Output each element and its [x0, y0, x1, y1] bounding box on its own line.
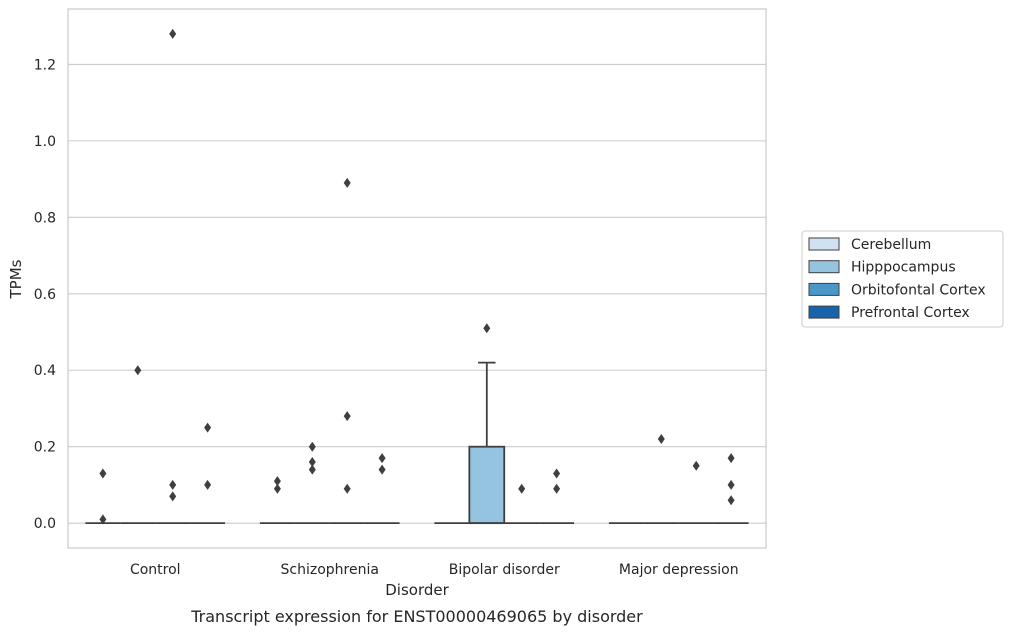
legend-label: Orbitofontal Cortex — [851, 282, 986, 298]
box-group — [713, 453, 749, 525]
y-tick-label: 0.6 — [34, 287, 56, 303]
x-tick-label: Major depression — [619, 562, 739, 578]
box-group — [364, 453, 400, 525]
legend-swatch — [808, 237, 840, 251]
legend-frame — [801, 230, 1004, 328]
outlier-point — [553, 483, 561, 494]
outlier-point — [657, 434, 665, 445]
legend-item: Cerebellum — [808, 237, 931, 253]
legend-swatch — [808, 282, 840, 296]
box-group — [120, 365, 156, 525]
box-group — [85, 468, 121, 525]
plot-area-frame — [67, 8, 767, 549]
outlier-point — [518, 483, 526, 494]
outlier-point — [204, 479, 212, 490]
outlier-point — [692, 460, 700, 471]
outlier-point — [99, 514, 107, 525]
x-tick-label: Bipolar disorder — [449, 562, 560, 578]
outlier-point — [273, 483, 281, 494]
outlier-point — [134, 365, 142, 376]
box-group — [190, 422, 226, 525]
legend-label: Hipppocampus — [851, 260, 956, 276]
x-axis-ticks: Control Schizophrenia Bipolar disorder Majo… — [130, 562, 739, 578]
outlier-point — [727, 453, 735, 464]
legend-item: Prefrontal Cortex — [808, 305, 970, 321]
box-group — [259, 476, 295, 525]
x-tick-label: Schizophrenia — [281, 562, 379, 578]
y-tick-label: 1.0 — [34, 134, 56, 150]
y-tick-label: 0.2 — [34, 440, 56, 456]
legend-label: Cerebellum — [851, 237, 931, 253]
outlier-point — [169, 479, 177, 490]
outlier-point — [308, 456, 316, 467]
outlier-point — [727, 479, 735, 490]
x-axis-label: Disorder — [385, 581, 449, 599]
outlier-point — [378, 453, 386, 464]
y-tick-label: 0.0 — [34, 516, 56, 532]
outlier-point — [483, 323, 491, 334]
outlier-point — [99, 468, 107, 479]
box-group — [468, 323, 506, 525]
y-tick-label: 0.8 — [34, 210, 56, 226]
outlier-point — [273, 476, 281, 487]
gridlines — [68, 63, 766, 524]
legend-items: Cerebellum Hipppocampus Orbitofontal Corte… — [808, 237, 986, 321]
outlier-point — [343, 411, 351, 422]
box — [468, 445, 506, 525]
outlier-point — [553, 468, 561, 479]
box-group — [329, 177, 365, 525]
boxes — [85, 28, 749, 525]
outlier-point — [727, 495, 735, 506]
legend-item: Orbitofontal Cortex — [808, 282, 986, 298]
x-tick-label: Control — [130, 562, 181, 578]
box-group — [294, 441, 330, 525]
chart-caption: Transcript expression for ENST0000046906… — [190, 607, 643, 626]
y-axis-label: TPMs — [7, 259, 25, 299]
y-axis-ticks: 0.0 0.2 0.4 0.6 0.8 1.0 1.2 — [34, 57, 56, 532]
outlier-point — [378, 464, 386, 475]
outlier-point — [169, 491, 177, 502]
box-group — [155, 28, 191, 525]
legend-item: Hipppocampus — [808, 260, 956, 276]
outlier-point — [343, 177, 351, 188]
legend: Cerebellum Hipppocampus Orbitofontal Corte… — [801, 230, 1004, 328]
outlier-point — [308, 441, 316, 452]
outlier-point — [204, 422, 212, 433]
box-group — [504, 483, 540, 525]
legend-swatch — [808, 305, 840, 319]
outlier-point — [169, 28, 177, 39]
y-tick-label: 1.2 — [34, 57, 56, 73]
box-group — [643, 434, 679, 525]
legend-swatch — [808, 260, 840, 274]
outlier-point — [308, 464, 316, 475]
y-tick-label: 0.4 — [34, 363, 56, 379]
box-group — [678, 460, 714, 525]
outlier-point — [343, 483, 351, 494]
legend-label: Prefrontal Cortex — [851, 305, 970, 321]
box-group — [539, 468, 575, 525]
